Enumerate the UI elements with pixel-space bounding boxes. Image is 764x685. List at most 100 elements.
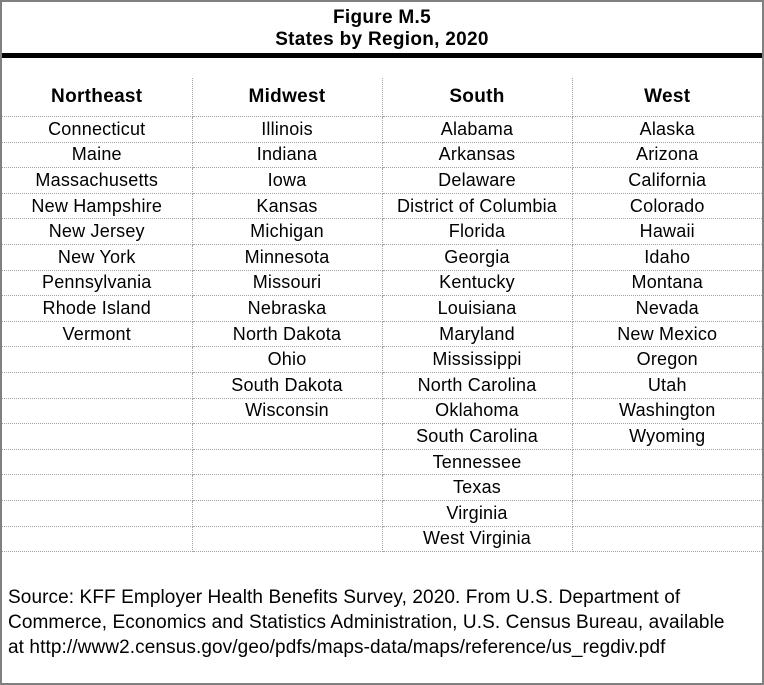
state-cell: Kentucky [381, 269, 573, 297]
state-cell: Arkansas [381, 141, 573, 169]
state-cell: Georgia [381, 243, 573, 271]
states-by-region-table: Northeast Midwest South West Connecticut… [2, 78, 762, 553]
state-cell: California [571, 167, 762, 194]
state-cell [2, 499, 193, 527]
title-divider-rule [2, 53, 762, 58]
table-row: Rhode Island Nebraska Louisiana Nevada [2, 295, 762, 322]
table-row: Pennsylvania Missouri Kentucky Montana [2, 269, 762, 297]
table-row: Massachusetts Iowa Delaware California [2, 167, 762, 194]
state-cell: Missouri [191, 269, 383, 297]
figure-number: Figure M.5 [332, 7, 431, 28]
state-cell [191, 525, 383, 553]
state-cell: Utah [571, 371, 762, 399]
state-cell: Connecticut [2, 116, 193, 143]
state-cell: Delaware [381, 167, 573, 194]
state-cell: Tennessee [381, 448, 573, 476]
state-cell: Oregon [571, 346, 762, 373]
state-cell: New Jersey [2, 218, 193, 245]
table-row: New Hampshire Kansas District of Columbia C… [2, 192, 762, 220]
state-cell: South Dakota [191, 371, 383, 399]
state-cell: North Carolina [381, 371, 573, 399]
column-header-midwest: Midwest [191, 78, 383, 117]
state-cell [2, 474, 193, 501]
state-cell [571, 474, 762, 501]
state-cell: North Dakota [191, 320, 383, 348]
header-spacer [2, 58, 762, 78]
table-row: Tennessee [2, 448, 762, 476]
state-cell: Virginia [381, 499, 573, 527]
table-row: Vermont North Dakota Maryland New Mexico [2, 320, 762, 348]
state-cell: Iowa [191, 167, 383, 194]
table-row: Connecticut Illinois Alabama Alaska [2, 116, 762, 143]
state-cell: Montana [571, 269, 762, 297]
state-cell: Massachusetts [2, 167, 193, 194]
state-cell: Nebraska [191, 295, 383, 322]
state-cell: Arizona [571, 141, 762, 169]
state-cell [571, 525, 762, 553]
state-cell [191, 474, 383, 501]
state-cell: Mississippi [381, 346, 573, 373]
state-cell: Maryland [381, 320, 573, 348]
table-row: Texas [2, 474, 762, 501]
table-row: New York Minnesota Georgia Idaho [2, 243, 762, 271]
state-cell: Vermont [2, 320, 193, 348]
table-row: South Carolina Wyoming [2, 423, 762, 450]
state-cell: Indiana [191, 141, 383, 169]
state-cell: Wisconsin [191, 397, 383, 425]
state-cell: Texas [381, 474, 573, 501]
state-cell [2, 423, 193, 450]
state-cell: West Virginia [381, 525, 573, 553]
state-cell: Kansas [191, 192, 383, 220]
state-cell: New Hampshire [2, 192, 193, 220]
state-cell: Alaska [571, 116, 762, 143]
state-cell: Colorado [571, 192, 762, 220]
table-row: West Virginia [2, 525, 762, 553]
state-cell: Washington [571, 397, 762, 425]
state-cell: Maine [2, 141, 193, 169]
table-row: Wisconsin Oklahoma Washington [2, 397, 762, 425]
state-cell: New Mexico [571, 320, 762, 348]
state-cell [2, 525, 193, 553]
source-note: Source: KFF Employer Health Benefits Sur… [2, 585, 762, 660]
state-cell: Nevada [571, 295, 762, 322]
state-cell: Michigan [191, 218, 383, 245]
state-cell [191, 448, 383, 476]
source-line: at http://www2.census.gov/geo/pdfs/maps-… [8, 637, 666, 659]
state-cell: Illinois [191, 116, 383, 143]
state-cell: District of Columbia [381, 192, 573, 220]
column-header-northeast: Northeast [2, 78, 193, 117]
state-cell [191, 423, 383, 450]
figure-title: Figure M.5 States by Region, 2020 [2, 2, 762, 53]
state-cell [2, 397, 193, 425]
state-cell: Hawaii [571, 218, 762, 245]
header-row: Northeast Midwest South West [2, 78, 762, 117]
state-cell [571, 499, 762, 527]
table-row: Ohio Mississippi Oregon [2, 346, 762, 373]
state-cell: Alabama [381, 116, 573, 143]
state-cell [2, 448, 193, 476]
state-cell [2, 346, 193, 373]
table-body: Connecticut Illinois Alabama Alaska Maine Ind… [2, 116, 762, 553]
column-header-west: West [571, 78, 762, 117]
state-cell [2, 371, 193, 399]
state-cell: Minnesota [191, 243, 383, 271]
table-row: Maine Indiana Arkansas Arizona [2, 141, 762, 169]
state-cell [191, 499, 383, 527]
state-cell: Idaho [571, 243, 762, 271]
source-line: Commerce, Economics and Statistics Admin… [8, 612, 725, 634]
state-cell: Ohio [191, 346, 383, 373]
state-cell: Oklahoma [381, 397, 573, 425]
state-cell [571, 448, 762, 476]
source-line: Source: KFF Employer Health Benefits Sur… [8, 587, 681, 609]
state-cell: Wyoming [571, 423, 762, 450]
state-cell: Florida [381, 218, 573, 245]
table-row: Virginia [2, 499, 762, 527]
state-cell: New York [2, 243, 193, 271]
state-cell: Louisiana [381, 295, 573, 322]
table-row: New Jersey Michigan Florida Hawaii [2, 218, 762, 245]
state-cell: Pennsylvania [2, 269, 193, 297]
table-row: South Dakota North Carolina Utah [2, 371, 762, 399]
state-cell: Rhode Island [2, 295, 193, 322]
state-cell: South Carolina [381, 423, 573, 450]
